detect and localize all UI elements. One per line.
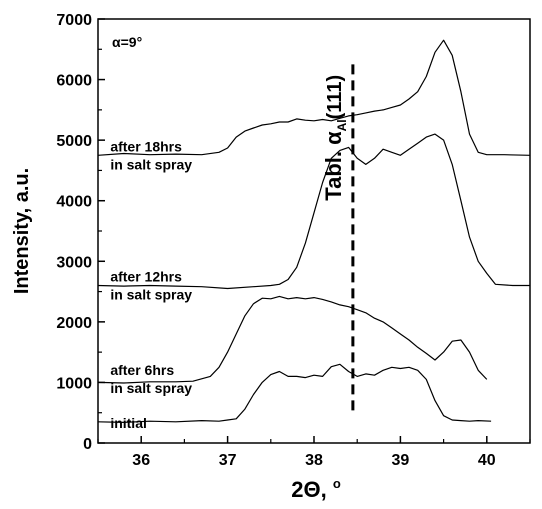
y-tick-label: 3000	[56, 254, 92, 271]
x-tick-label: 38	[305, 452, 323, 469]
y-tick-label: 6000	[56, 73, 92, 90]
series-label-1: in salt spray	[110, 380, 192, 396]
series-label-1: after 6hrs	[110, 362, 174, 378]
series-line-0	[97, 363, 492, 423]
series-label-2: in salt spray	[110, 287, 192, 303]
y-tick-label: 0	[83, 436, 92, 453]
x-tick-label: 39	[392, 452, 410, 469]
series-labels: initial after 6hrs in salt spray after 12hr…	[110, 138, 192, 431]
y-axis-title: Intensity, a.u.	[11, 168, 33, 294]
series-line-3	[97, 39, 531, 156]
series-label-3: in salt spray	[110, 156, 192, 172]
x-tick-label: 37	[219, 452, 237, 469]
curves-layer	[97, 39, 531, 423]
series-line-2	[97, 133, 530, 290]
series-label-0: initial	[110, 415, 147, 431]
y-tick-label: 7000	[56, 12, 92, 29]
x-tick-label: 36	[132, 452, 150, 469]
series-label-3: after 18hrs	[110, 138, 182, 154]
x-tick-label: 40	[478, 452, 496, 469]
series-line-1	[97, 295, 488, 384]
inset-label: α=9°	[112, 34, 142, 50]
x-axis-title: 2Θ, o	[291, 476, 341, 502]
y-tick-label: 4000	[56, 194, 92, 211]
x-axis-ticks: 36 37 38 39 40	[97, 436, 531, 469]
y-axis-ticks: 0 1000 2000 3000 4000 5000 6000 7000	[56, 12, 105, 453]
reference-line-label: Tabl. αAl(111)	[321, 75, 349, 201]
series-label-2: after 12hrs	[110, 269, 182, 285]
y-tick-label: 2000	[56, 315, 92, 332]
y-tick-label: 1000	[56, 375, 92, 392]
y-tick-label: 5000	[56, 133, 92, 150]
